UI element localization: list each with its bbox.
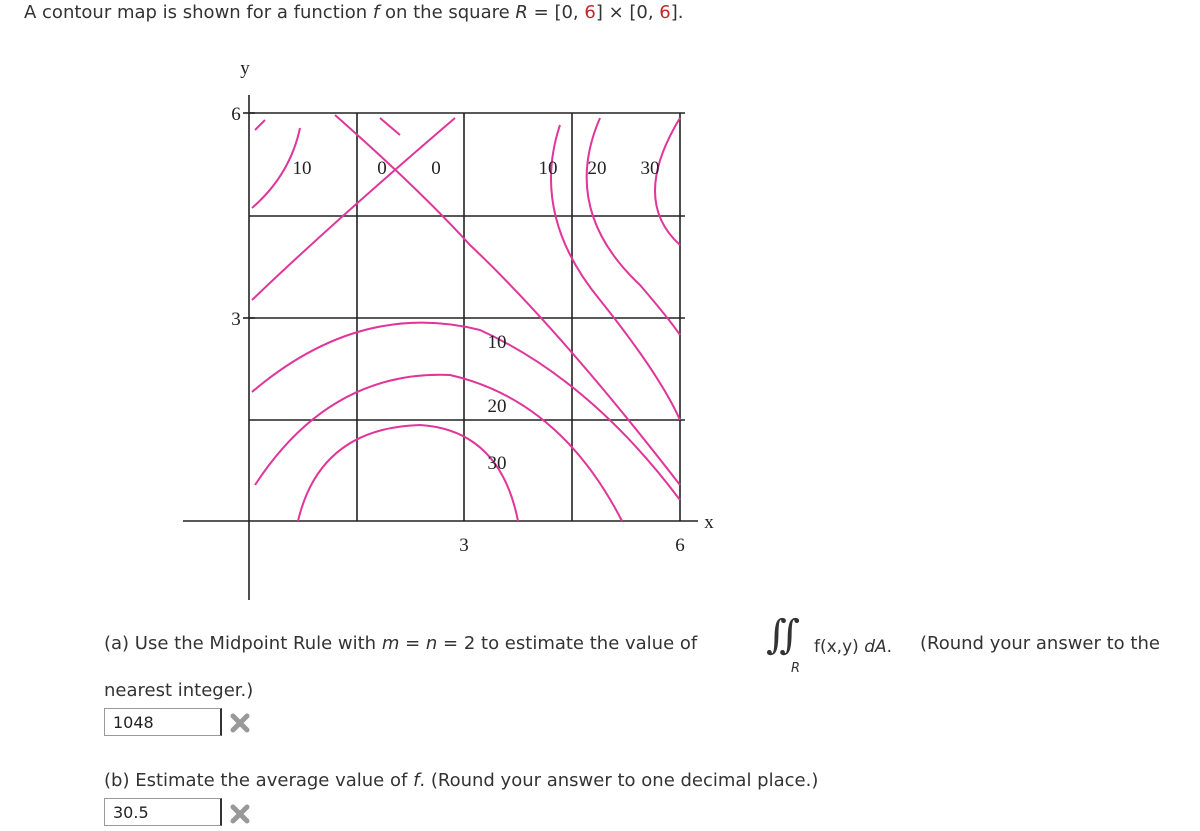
contour xyxy=(550,124,681,421)
text: m xyxy=(381,633,400,654)
text: (a) Use the Midpoint Rule with xyxy=(104,633,382,654)
text: ]. xyxy=(670,2,684,23)
contour xyxy=(251,117,456,301)
text: (Round your answer to the xyxy=(920,633,1160,654)
contours xyxy=(251,114,681,522)
contour xyxy=(254,117,401,136)
text: 6 xyxy=(584,2,596,23)
question-b: (b) Estimate the average value of f. (Ro… xyxy=(104,770,818,791)
text: = [0, xyxy=(527,2,585,23)
x-label: x xyxy=(704,512,714,533)
text: nearest integer.) xyxy=(104,680,254,701)
integral: ∬ xyxy=(766,612,801,658)
tick-label: 6 xyxy=(231,104,241,125)
text: ] × [0, xyxy=(595,2,660,23)
answer-box[interactable]: 1048 xyxy=(104,708,222,736)
contour-label: 30 xyxy=(488,453,507,474)
text: R xyxy=(515,2,528,23)
text: (b) Estimate the average value of xyxy=(104,770,414,791)
contour xyxy=(251,127,301,209)
integrand: f(x,y) dA. xyxy=(814,637,892,657)
wrong-icon xyxy=(230,713,250,733)
text: f xyxy=(413,770,420,791)
contour-map: y x 6 3 3 6 10 0 0 10 20 30 10 20 30 xyxy=(183,58,714,600)
contour-label: 20 xyxy=(488,396,507,417)
contour xyxy=(334,114,681,486)
text: A contour map is shown for a function xyxy=(24,2,373,23)
answer-box[interactable]: 30.5 xyxy=(104,798,222,826)
text: on the square xyxy=(379,2,516,23)
text: n xyxy=(425,633,438,654)
text: f xyxy=(372,2,380,23)
contour xyxy=(251,321,681,501)
text: f(x,y) xyxy=(814,637,865,657)
tick-label: 3 xyxy=(231,309,241,330)
y-label: y xyxy=(240,58,250,79)
contour xyxy=(585,117,681,336)
tick-label: 6 xyxy=(675,535,685,556)
contour-label: 10 xyxy=(293,158,312,179)
wrong-icon xyxy=(230,804,250,824)
text: . xyxy=(886,637,893,657)
text: = xyxy=(399,633,426,654)
contour xyxy=(254,373,623,522)
question-a: (a) Use the Midpoint Rule with m = n = 2… xyxy=(104,633,697,654)
contour xyxy=(297,423,519,522)
grid xyxy=(183,95,698,600)
intro: A contour map is shown for a function f … xyxy=(24,2,684,23)
text: 6 xyxy=(659,2,671,23)
contour-label: 10 xyxy=(539,158,558,179)
contour xyxy=(654,117,681,246)
tick-label: 3 xyxy=(459,535,469,556)
text: dA xyxy=(864,637,887,657)
contour-label: 0 xyxy=(431,158,441,179)
contour-label: 10 xyxy=(488,332,507,353)
integral-region: R xyxy=(791,661,801,676)
contour-label: 30 xyxy=(641,158,660,179)
text: = 2 to estimate the value of xyxy=(437,633,698,654)
text: . (Round your answer to one decimal plac… xyxy=(419,770,819,791)
contour-label: 20 xyxy=(588,158,607,179)
contour-label: 0 xyxy=(377,158,387,179)
